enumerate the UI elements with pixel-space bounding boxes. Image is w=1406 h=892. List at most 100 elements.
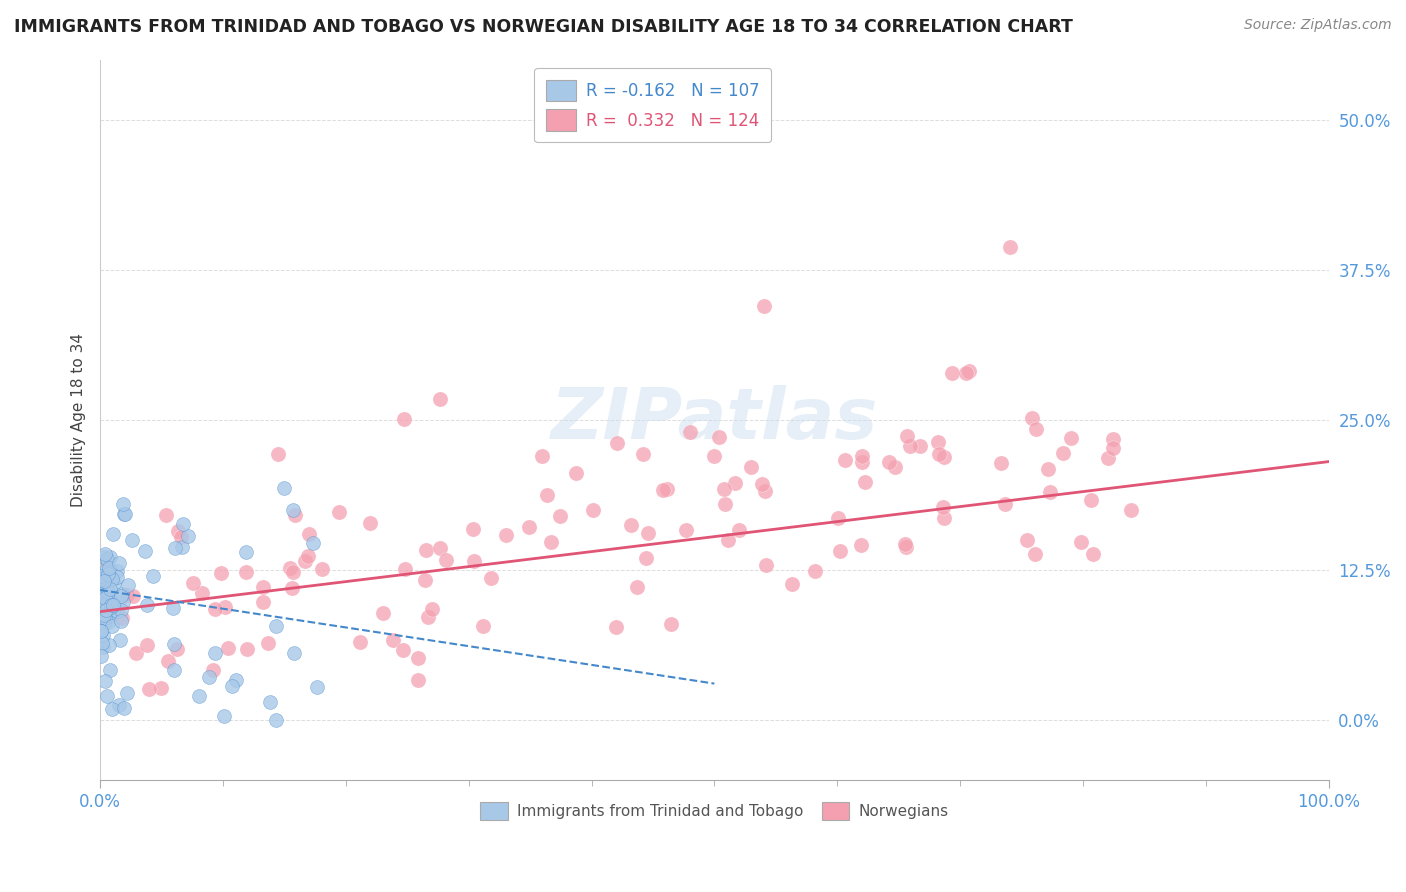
Point (461, 522, 484, 536)
Point (631, 447, 654, 461)
Point (93, 549, 115, 564)
Point (91, 628, 114, 642)
Point (114, 507, 136, 521)
Point (187, 690, 209, 704)
Point (531, 449, 554, 463)
Point (896, 428, 918, 442)
Point (828, 544, 851, 558)
Point (111, 587, 134, 601)
Point (851, 449, 873, 463)
Point (94, 591, 117, 606)
Point (934, 511, 956, 525)
Point (373, 606, 395, 620)
Point (101, 619, 124, 633)
Point (93, 615, 115, 630)
Point (94, 604, 117, 618)
Point (252, 595, 274, 609)
Text: Source: ZipAtlas.com: Source: ZipAtlas.com (1244, 18, 1392, 32)
Point (311, 561, 333, 575)
Point (1097, 450, 1119, 465)
Point (117, 577, 139, 591)
Point (94, 597, 117, 611)
Point (517, 520, 540, 534)
Point (134, 544, 156, 558)
Point (103, 604, 125, 618)
Point (955, 366, 977, 380)
Point (235, 545, 257, 559)
Point (90, 635, 112, 649)
Point (90, 649, 112, 664)
Point (707, 430, 730, 444)
Point (582, 503, 605, 517)
Point (740, 459, 762, 474)
Point (851, 538, 873, 552)
Point (110, 615, 132, 629)
Point (284, 508, 307, 522)
Point (93, 586, 115, 600)
Point (273, 481, 295, 495)
Point (94, 603, 117, 617)
Point (112, 497, 135, 511)
Point (413, 573, 436, 587)
Point (827, 511, 849, 525)
Point (97, 590, 120, 604)
Point (415, 543, 437, 558)
Point (177, 529, 200, 543)
Point (91, 583, 114, 598)
Point (112, 700, 135, 714)
Point (93, 608, 115, 623)
Point (96, 565, 118, 579)
Point (97, 566, 120, 581)
Point (536, 488, 558, 502)
Point (101, 701, 124, 715)
Point (998, 240, 1021, 254)
Point (302, 535, 325, 549)
Point (479, 571, 502, 585)
Point (96, 689, 118, 703)
Point (110, 633, 132, 648)
Point (97, 591, 120, 606)
Point (149, 681, 172, 695)
Point (122, 590, 145, 604)
Point (110, 590, 132, 604)
Legend: Immigrants from Trinidad and Tobago, Norwegians: Immigrants from Trinidad and Tobago, Nor… (474, 796, 955, 826)
Point (267, 447, 290, 461)
Point (97, 572, 120, 586)
Point (754, 484, 776, 499)
Point (125, 646, 148, 660)
Point (281, 502, 304, 516)
Point (98, 549, 121, 564)
Point (278, 561, 301, 575)
Point (605, 620, 627, 634)
Point (90, 603, 112, 617)
Point (606, 435, 628, 450)
Point (97, 608, 120, 623)
Point (91, 612, 114, 626)
Point (990, 456, 1012, 470)
Point (90, 609, 112, 624)
Point (198, 670, 221, 684)
Point (94, 600, 117, 615)
Point (294, 554, 316, 568)
Point (283, 566, 305, 580)
Point (94, 580, 117, 594)
Point (94, 569, 117, 583)
Point (652, 483, 675, 497)
Point (105, 564, 128, 578)
Point (214, 599, 236, 614)
Point (166, 642, 188, 657)
Point (90, 607, 112, 621)
Point (851, 455, 873, 469)
Point (659, 617, 682, 632)
Point (394, 412, 416, 426)
Point (91, 572, 114, 586)
Point (115, 588, 138, 602)
Point (994, 497, 1017, 511)
Point (90, 569, 112, 583)
Point (755, 558, 778, 573)
Point (172, 517, 194, 532)
Point (723, 476, 745, 491)
Point (655, 482, 678, 496)
Point (1102, 432, 1125, 446)
Point (714, 497, 737, 511)
